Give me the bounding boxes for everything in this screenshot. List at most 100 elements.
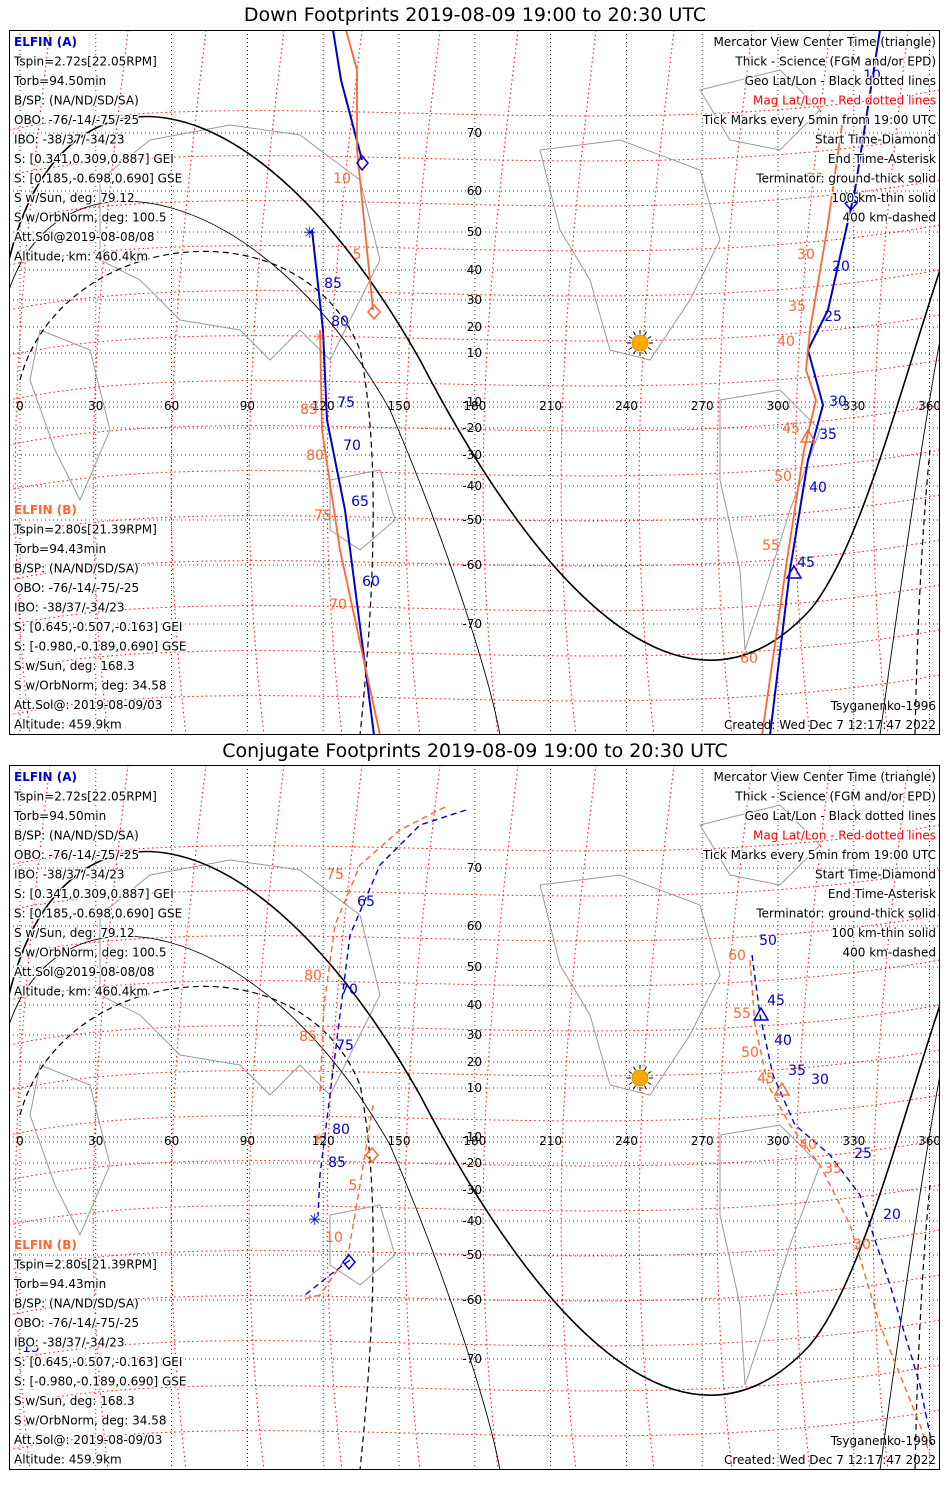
legend-line: Mag Lat/Lon - Red dotted lines [753, 94, 936, 108]
elfin-a-info: B/SP: (NA/ND/SD/SA) [14, 94, 139, 108]
track-time-label: 5 [353, 247, 362, 263]
lat-tick-label: -30 [462, 448, 482, 462]
mag-lat-line [9, 959, 940, 1001]
sun-ray [628, 1082, 633, 1085]
start-diamond-b [365, 1146, 379, 1164]
continent-outline [329, 1204, 396, 1286]
terminator-100km [9, 935, 501, 1470]
lon-tick-label: 150 [388, 399, 411, 413]
mag-lon-line [248, 30, 285, 735]
elfin-b-info: B/SP: (NA/ND/SD/SA) [14, 1297, 139, 1311]
track-time-label: 75 [337, 395, 355, 411]
mag-lon-line [560, 30, 597, 735]
elfin-a-info: S: [0.341,0.309,0.887] GEI [14, 887, 174, 901]
lat-tick-label: 50 [467, 225, 482, 239]
panel-1-title: Down Footprints 2019-08-09 19:00 to 20:3… [243, 4, 707, 26]
track-time-label: 70 [329, 597, 347, 613]
map-border [9, 765, 940, 1470]
elfin-a-track [311, 229, 375, 735]
continent-outline [29, 329, 111, 502]
legend-line: Mag Lat/Lon - Red dotted lines [753, 829, 936, 843]
continent-outline [539, 874, 721, 1096]
legend-line: Mercator View Center Time (triangle) [714, 35, 936, 49]
mag-lat-line [9, 1094, 940, 1136]
track-time-label: 60 [728, 948, 746, 964]
track-time-label: 20 [832, 259, 850, 275]
mag-lat-line [9, 89, 940, 131]
track-time-label: 40 [777, 334, 795, 350]
map-panel-2: ✳ ✳ 0 30 60 90 120 150 180 210 240 270 300 330 360 70 60… [9, 765, 941, 1470]
elfin-a-track [751, 954, 933, 1446]
mag-lat-line [9, 1049, 940, 1091]
lat-tick-label: 50 [467, 960, 482, 974]
terminator-400km [914, 449, 931, 735]
sun-ray [647, 1082, 652, 1085]
lat-tick-label: 10 [467, 346, 482, 360]
track-time-label: 35 [788, 299, 806, 315]
terminator-100km [9, 200, 501, 735]
track-time-label: 45 [797, 555, 815, 571]
elfin-b-info: S: [-0.980,-0.189,0.690] GSE [14, 1375, 187, 1389]
legend-line: Terminator: ground-thick solid [755, 907, 936, 921]
mag-lon-line [326, 30, 363, 735]
lat-tick-label: -70 [462, 617, 482, 631]
legend-line: 100 km-thin solid [831, 191, 936, 205]
elfin-b-track [761, 124, 843, 735]
elfin-a-info: OBO: -76/-14/-75/-25 [14, 113, 139, 127]
legend-line: Start Time-Diamond [815, 133, 936, 147]
mag-lat-line [9, 1184, 940, 1226]
mag-lat-line [9, 914, 940, 956]
lat-tick-label: 40 [467, 998, 482, 1012]
lon-tick-label: 210 [539, 1134, 562, 1148]
continent-outline [99, 124, 381, 361]
elfin-b-track [319, 329, 381, 735]
mag-lon-line [92, 30, 129, 735]
lon-tick-label: 270 [691, 1134, 714, 1148]
track-time-label: 10 [325, 1230, 343, 1246]
lon-tick-label: 210 [539, 399, 562, 413]
elfin-a-track [332, 30, 363, 161]
sun-ray [647, 336, 652, 339]
lon-tick-label: 180 [463, 1134, 486, 1148]
track-time-label: 30 [853, 1237, 871, 1253]
lat-tick-label: 60 [467, 919, 482, 933]
track-time-label: 35 [788, 1063, 806, 1079]
mag-lon-line [560, 765, 597, 1470]
center-triangle-a [752, 1006, 770, 1021]
legend-line: Geo Lat/Lon - Black dotted lines [745, 74, 936, 88]
track-time-label: 40 [799, 1137, 817, 1153]
lon-tick-label: 0 [16, 399, 24, 413]
mag-lon-line [716, 30, 753, 735]
mag-lat-line [9, 179, 940, 221]
elfin-a-info: Att.Sol@2019-08-08/08 [14, 965, 155, 979]
sun-ray [647, 1071, 652, 1074]
track-time-label: 30 [829, 394, 847, 410]
mag-lat-line [9, 359, 940, 401]
track-time-label: 10 [863, 68, 881, 84]
sun-icon [627, 1065, 653, 1091]
lon-tick-label: 240 [615, 1134, 638, 1148]
track-time-label: 35 [824, 1161, 842, 1177]
elfin-a-info: Torb=94.50min [13, 74, 106, 88]
elfin-b-info: Tspin=2.80s[21.39RPM] [13, 523, 157, 537]
lon-tick-label: 150 [388, 1134, 411, 1148]
track-time-label: 85 [324, 276, 342, 292]
track-time-label: 25 [854, 1146, 872, 1162]
lat-tick-label: 30 [467, 293, 482, 307]
sun-icon [627, 330, 653, 356]
track-time-label: 20 [883, 1207, 901, 1223]
mag-lon-line [482, 30, 519, 735]
terminator-ground [9, 115, 940, 661]
track-time-label: 65 [357, 894, 375, 910]
track-time-label: 85 [299, 1029, 317, 1045]
panel-2-title: Conjugate Footprints 2019-08-09 19:00 to… [222, 740, 728, 762]
elfin-a-info: Torb=94.50min [13, 809, 106, 823]
sun-ray [628, 347, 633, 350]
lon-tick-label: 360 [918, 1134, 941, 1148]
legend-line: 400 km-dashed [842, 946, 936, 960]
center-triangle-b [799, 428, 817, 443]
lat-tick-label: -30 [462, 1183, 482, 1197]
elfin-b-info: IBO: -38/37/-34/23 [14, 1336, 125, 1350]
elfin-a-track [317, 809, 467, 1216]
mag-lat-line [9, 869, 940, 911]
